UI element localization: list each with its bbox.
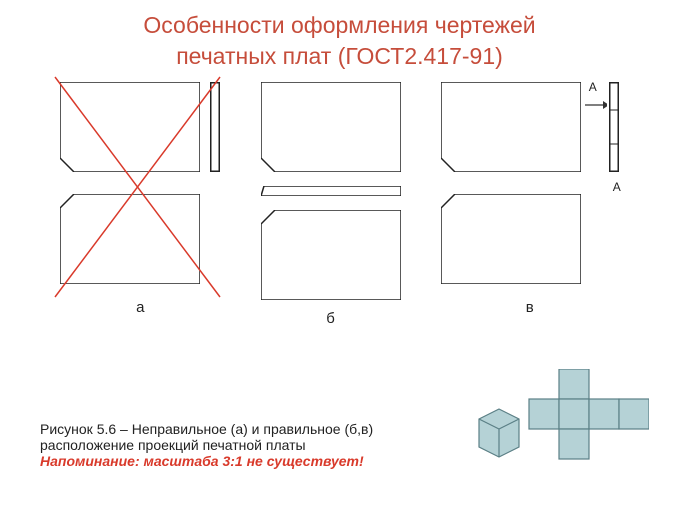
col-b-sideview — [261, 186, 401, 196]
caption-reminder: Напоминание: масштаба 3:1 не существует! — [40, 453, 373, 469]
col-a-cross — [50, 72, 230, 312]
col-c-arrow — [583, 98, 607, 112]
col-b-plate2 — [261, 210, 401, 300]
caption-line2: расположение проекций печатной платы — [40, 437, 373, 453]
col-c-label: в — [526, 299, 534, 316]
title-line-1: Особенности оформления чертежей — [143, 12, 535, 38]
column-c-cell: А А — [441, 82, 619, 289]
page-title: Особенности оформления чертежей печатных… — [0, 10, 679, 72]
col-b-plate1 — [261, 82, 401, 172]
col-c-row1: А — [441, 82, 619, 172]
col-c-sideview — [609, 82, 619, 172]
col-c-row-gap — [441, 172, 619, 194]
caption-line1: Рисунок 5.6 – Неправильное (а) и правиль… — [40, 421, 373, 437]
column-b: б — [261, 82, 401, 327]
diagram-columns: а б А — [0, 82, 679, 327]
column-a: а — [60, 82, 220, 316]
col-c-plate1 — [441, 82, 581, 172]
col-c-annot-A-mid: А — [613, 180, 621, 194]
title-line-2: печатных плат (ГОСТ2.417-91) — [176, 43, 503, 69]
col-b-label: б — [326, 310, 335, 327]
col-c-plate2 — [441, 194, 581, 284]
col-c-annot-A-top: А — [589, 80, 597, 94]
cube-net — [469, 369, 649, 489]
caption-block: Рисунок 5.6 – Неправильное (а) и правиль… — [40, 421, 373, 469]
column-a-cell — [60, 82, 220, 289]
column-c: А А в — [441, 82, 619, 316]
